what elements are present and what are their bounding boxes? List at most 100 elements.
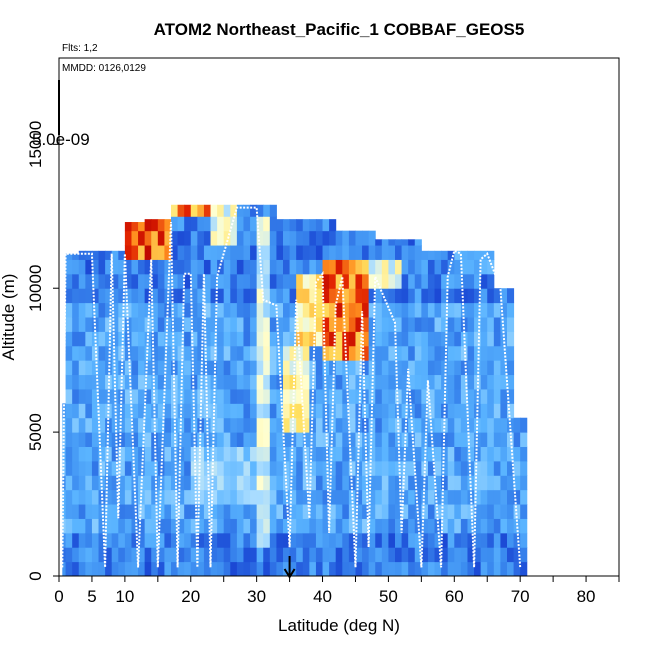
heatmap-cell [513, 432, 521, 447]
heatmap-cell [474, 446, 482, 462]
heatmap-cell [250, 475, 258, 491]
heatmap-cell [263, 245, 271, 260]
heatmap-cell [487, 259, 495, 275]
heatmap-cell [144, 331, 152, 347]
heatmap-cell [65, 475, 73, 491]
heatmap-cell [217, 432, 225, 447]
heatmap-cell [329, 460, 337, 476]
heatmap-cell [315, 518, 324, 534]
heatmap-cell [408, 489, 416, 505]
heatmap-cell [131, 288, 139, 304]
heatmap-cell [474, 518, 482, 534]
heatmap-cell [454, 288, 462, 304]
heatmap-cell [441, 446, 449, 462]
heatmap-cell [283, 388, 291, 404]
heatmap-cell [78, 273, 86, 289]
heatmap-cell [85, 374, 93, 390]
heatmap-cell [65, 432, 73, 447]
heatmap-cell [171, 504, 179, 519]
heatmap-cell [348, 504, 356, 519]
heatmap-cell [520, 460, 528, 476]
heatmap-cell [105, 388, 113, 404]
heatmap-cell [138, 345, 146, 361]
heatmap-cell [309, 446, 317, 462]
heatmap-cell [131, 230, 139, 246]
heatmap-cell [520, 518, 528, 534]
heatmap-cell [85, 302, 93, 318]
heatmap-cell [85, 250, 93, 260]
heatmap-cell [507, 388, 515, 404]
heatmap-cell [269, 547, 277, 563]
heatmap-cell [342, 417, 350, 433]
heatmap-cell [111, 259, 119, 275]
heatmap-cell [441, 518, 449, 534]
heatmap-cell [223, 245, 231, 260]
heatmap-cell [289, 475, 297, 491]
heatmap-cell [395, 518, 403, 534]
heatmap-cell [283, 345, 291, 361]
heatmap-cell [427, 547, 436, 563]
heatmap-cell [335, 489, 343, 505]
heatmap-cell [105, 288, 113, 304]
heatmap-cell [164, 331, 172, 347]
heatmap-cell [124, 446, 132, 462]
heatmap-cell [118, 302, 126, 318]
heatmap-cell [388, 432, 396, 447]
heatmap-cell [302, 230, 310, 246]
heatmap-cell [243, 331, 251, 347]
heatmap-cell [289, 302, 297, 318]
heatmap-cell [197, 460, 205, 476]
heatmap-cell [217, 317, 225, 332]
heatmap-cell [427, 504, 436, 519]
heatmap-cell [164, 345, 172, 361]
heatmap-cell [362, 417, 370, 433]
heatmap-cell [151, 388, 159, 404]
heatmap-cell [256, 532, 264, 548]
heatmap-cell [151, 259, 159, 275]
heatmap-cell [467, 504, 475, 519]
heatmap-cell [197, 302, 205, 318]
heatmap-cell [256, 504, 264, 519]
heatmap-cell [513, 475, 521, 491]
heatmap-cell [85, 360, 93, 376]
heatmap-cell [467, 374, 475, 390]
heatmap-cell [421, 317, 429, 332]
heatmap-cell [408, 532, 416, 548]
heatmap-cell [91, 489, 100, 505]
heatmap-cell [434, 374, 442, 390]
heatmap-cell [513, 518, 521, 534]
heatmap-cell [138, 317, 146, 332]
heatmap-cell [124, 222, 132, 232]
heatmap-cell [460, 532, 468, 548]
heatmap-cell [315, 504, 324, 519]
heatmap-cell [322, 331, 330, 347]
heatmap-cell [276, 288, 284, 304]
heatmap-cell [230, 489, 238, 505]
heatmap-cell [250, 561, 258, 576]
heatmap-cell [302, 504, 310, 519]
heatmap-cell [355, 259, 363, 275]
heatmap-cell [138, 331, 146, 347]
heatmap-cell [368, 388, 376, 404]
heatmap-cell [243, 302, 251, 318]
heatmap-cell [124, 230, 132, 246]
heatmap-cell [421, 302, 429, 318]
heatmap-cell [250, 317, 258, 332]
heatmap-cell [256, 302, 264, 318]
heatmap-cell [203, 475, 212, 491]
heatmap-cell [250, 504, 258, 519]
heatmap-cell [381, 360, 389, 376]
heatmap-cell [296, 547, 304, 563]
heatmap-cell [65, 388, 73, 404]
heatmap-cell [368, 230, 376, 246]
heatmap-cell [283, 259, 291, 275]
heatmap-cell [302, 288, 310, 304]
heatmap-cell [381, 317, 389, 332]
heatmap-cell [157, 259, 165, 275]
heatmap-cell [72, 288, 80, 304]
heatmap-cell [118, 259, 126, 275]
heatmap-cell [65, 288, 73, 304]
heatmap-cell [368, 345, 376, 361]
heatmap-cell [65, 504, 73, 519]
heatmap-cell [454, 374, 462, 390]
